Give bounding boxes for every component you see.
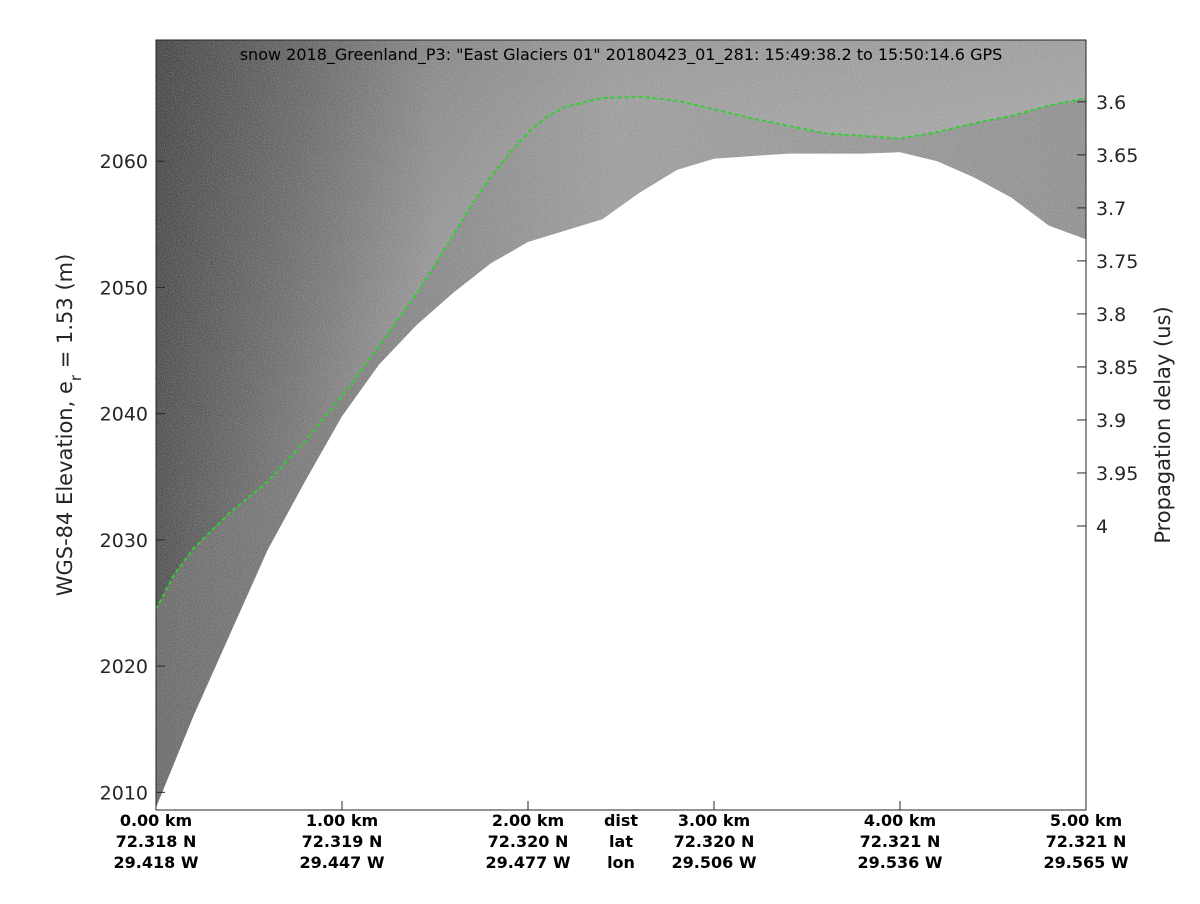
plot-frame <box>155 39 1087 811</box>
left-axis-title: WGS-84 Elevation, er = 1.53 (m) <box>53 254 85 597</box>
right-tick-label: 3.9 <box>1096 410 1126 432</box>
bottom-lon-label: 29.418 W <box>114 853 199 872</box>
bottom-dist-label: 3.00 km <box>678 811 750 830</box>
bottom-lat-label: 72.321 N <box>1046 832 1127 851</box>
right-tick-label: 3.65 <box>1096 145 1138 167</box>
left-axis-title-subscript: r <box>67 374 85 381</box>
surface-pick-line <box>156 95 1086 610</box>
bottom-dist-label: 2.00 km <box>492 811 564 830</box>
bottom-lon-label: 29.477 W <box>486 853 571 872</box>
right-axis: 3.6 3.65 3.7 3.75 3.8 3.85 3.9 3.95 4 <box>1077 92 1138 538</box>
right-tick-label: 3.85 <box>1096 357 1138 379</box>
no-data-region <box>156 152 1086 810</box>
bottom-lat-label: 72.320 N <box>488 832 569 851</box>
left-tick-label: 2060 <box>100 151 148 173</box>
left-tick-label: 2030 <box>100 530 148 552</box>
bottom-lat-label: 72.320 N <box>674 832 755 851</box>
bottom-dist-label: 0.00 km <box>120 811 192 830</box>
bottom-lat-label: 72.318 N <box>116 832 197 851</box>
bottom-row-name-lat: lat <box>609 832 633 851</box>
right-tick-label: 3.7 <box>1096 198 1126 220</box>
left-axis: 2010 2020 2030 2040 2050 2060 <box>100 151 165 804</box>
left-tick-label: 2040 <box>100 404 148 426</box>
right-tick-label: 3.95 <box>1096 463 1138 485</box>
bottom-axis: 0.00 km 72.318 N 29.418 W 1.00 km 72.319 N 29… <box>114 801 1129 872</box>
left-tick-label: 2010 <box>100 782 148 804</box>
bottom-dist-label: 4.00 km <box>864 811 936 830</box>
left-tick-label: 2020 <box>100 656 148 678</box>
bottom-lon-label: 29.536 W <box>858 853 943 872</box>
left-tick-label: 2050 <box>100 277 148 299</box>
bottom-row-name-dist: dist <box>604 811 638 830</box>
bottom-lon-label: 29.565 W <box>1044 853 1129 872</box>
bottom-lat-label: 72.321 N <box>860 832 941 851</box>
plot-area <box>156 40 1086 810</box>
right-tick-label: 4 <box>1096 516 1108 538</box>
right-tick-label: 3.6 <box>1096 92 1126 114</box>
bottom-lat-label: 72.319 N <box>302 832 383 851</box>
right-axis-title: Propagation delay (us) <box>1151 306 1175 543</box>
left-axis-title-prefix: WGS-84 Elevation, e <box>53 381 77 596</box>
bottom-dist-label: 5.00 km <box>1050 811 1122 830</box>
right-tick-label: 3.8 <box>1096 304 1126 326</box>
left-axis-title-suffix: = 1.53 (m) <box>53 254 77 375</box>
chart-title: snow 2018_Greenland_P3: "East Glaciers 0… <box>240 45 1003 65</box>
bottom-lon-label: 29.447 W <box>300 853 385 872</box>
bottom-lon-label: 29.506 W <box>672 853 757 872</box>
bottom-dist-label: 1.00 km <box>306 811 378 830</box>
right-tick-label: 3.75 <box>1096 251 1138 273</box>
bottom-row-name-lon: lon <box>607 853 635 872</box>
